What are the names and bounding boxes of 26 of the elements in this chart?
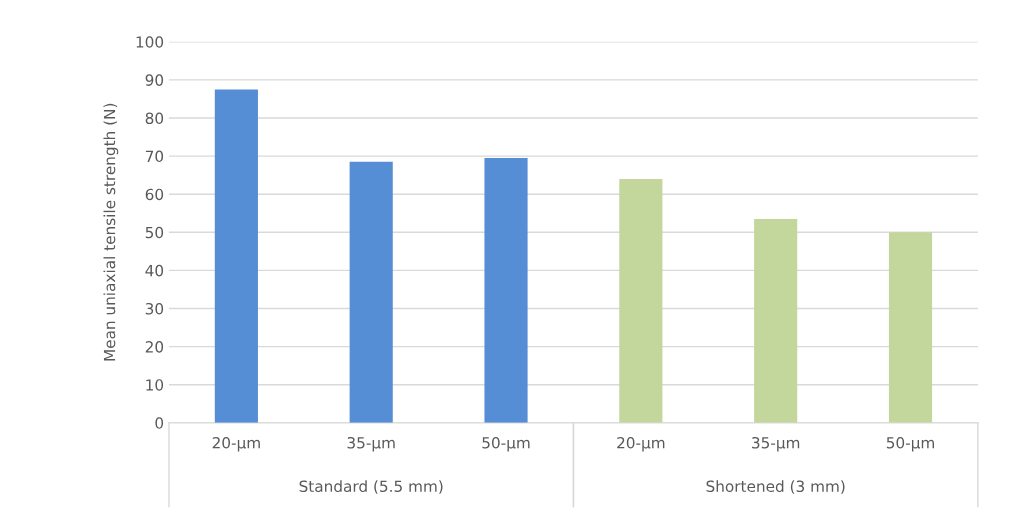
bar <box>484 157 528 423</box>
y-tick-label: 80 <box>145 112 164 124</box>
y-tick-label: 60 <box>145 188 164 201</box>
y-tick-label: 90 <box>145 74 164 86</box>
text: Standard (5.5 mm) <box>299 480 443 494</box>
x-tick-label: 20-µm <box>617 436 665 452</box>
bar <box>214 89 258 423</box>
text: Shortened (3 mm) <box>706 480 845 494</box>
x-tick-label: 35-µm <box>347 436 395 452</box>
x-tick-label: 35-µm <box>752 436 800 452</box>
y-tick-label: 0 <box>155 417 164 429</box>
x-tick-label: 50-µm <box>886 436 934 452</box>
x-tick-label: 20-µm <box>212 436 260 452</box>
y-tick-label: 30 <box>145 302 164 315</box>
y-tick-label: 20 <box>145 341 164 353</box>
bar <box>888 232 933 423</box>
y-tick-label: 70 <box>145 150 164 163</box>
bar <box>619 178 663 423</box>
bar <box>349 161 393 423</box>
y-tick-label: 50 <box>145 226 164 239</box>
x-tick-label: 50-µm <box>482 436 530 452</box>
y-tick-label: 40 <box>145 264 164 277</box>
y-axis-title: Mean uniaxial tensile strength (N) <box>103 103 119 361</box>
bar <box>754 218 798 423</box>
y-tick-label: 10 <box>146 379 164 391</box>
y-tick-label: 100 <box>136 36 164 48</box>
